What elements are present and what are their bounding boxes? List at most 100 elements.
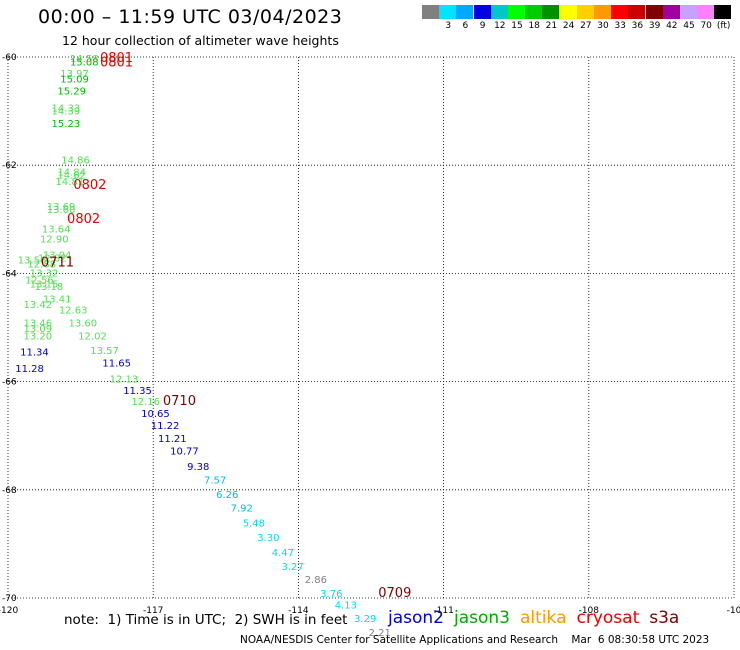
wave-height-label: 6.26 — [216, 490, 238, 501]
wave-height-label: 14.84 — [57, 167, 86, 178]
wave-height-label: 12.88 — [27, 259, 56, 270]
scale-swatch — [559, 5, 577, 19]
scale-swatch — [697, 5, 715, 19]
scale-swatch — [645, 5, 663, 19]
scale-swatch — [422, 5, 439, 19]
scale-swatch — [611, 5, 629, 19]
wave-height-label: 13.15 — [30, 279, 59, 290]
wave-height-label: 13.56 — [18, 256, 47, 267]
wave-height-label: 13.42 — [23, 300, 52, 311]
wave-height-label: 4.13 — [335, 600, 357, 611]
wave-height-label: 12.56 — [25, 276, 54, 287]
wave-height-label: 13.46 — [23, 318, 52, 329]
lon-tick-label: -108 — [579, 606, 600, 616]
pass-time-label: 0802 — [73, 178, 106, 193]
wave-height-label: 13.97 — [60, 69, 89, 80]
wave-height-label: 12.82 — [38, 253, 67, 264]
scale-swatch — [439, 5, 457, 19]
scale-label: 45 — [683, 21, 695, 31]
wave-height-label: 13.18 — [35, 282, 64, 293]
pass-time-label: 0801 — [100, 56, 133, 71]
wave-height-label: 13.41 — [43, 295, 72, 306]
lat-tick-label: -70 — [2, 594, 17, 604]
satellite-legend: jason2 jason3 altika cryosat s3a — [388, 608, 689, 628]
wave-height-label: 12.02 — [78, 331, 107, 342]
map-grid — [7, 56, 735, 599]
wave-height-label: 13.20 — [23, 331, 52, 342]
wave-height-label: 11.28 — [15, 364, 44, 375]
wave-height-label: 13.69 — [47, 202, 76, 213]
scale-label: 33 — [614, 21, 626, 31]
lat-tick-label: -66 — [2, 378, 17, 388]
pass-time-label: 0802 — [67, 212, 100, 227]
credit-line: NOAA/NESDIS Center for Satellite Applica… — [240, 634, 710, 646]
wave-height-label: 13.60 — [47, 205, 76, 216]
wave-height-label: 3.30 — [257, 533, 279, 544]
wave-height-label: 7.92 — [231, 503, 253, 514]
scale-swatch — [456, 5, 474, 19]
scale-swatch — [490, 5, 508, 19]
wave-height-label: 13.32 — [30, 269, 59, 280]
wave-height-label: 15.29 — [57, 86, 86, 97]
scale-swatch — [508, 5, 525, 19]
chart-subtitle: 12 hour collection of altimeter wave hei… — [62, 33, 339, 48]
wave-height-label: 3.27 — [281, 562, 303, 573]
scale-label: 27 — [580, 21, 592, 31]
pass-time-label: 0711 — [41, 255, 74, 270]
wave-height-label: 14.33 — [52, 104, 81, 115]
pass-time-label: 0710 — [163, 394, 196, 409]
wave-height-label: 15.08 — [70, 58, 99, 69]
wave-height-label: 13.60 — [69, 318, 98, 329]
wave-height-label: 9.38 — [187, 462, 209, 473]
wave-height-label: 12.90 — [40, 235, 69, 246]
scale-swatch — [576, 5, 594, 19]
wave-height-label: 11.34 — [20, 348, 49, 359]
footnote: note: 1) Time is in UTC; 2) SWH is in fe… — [64, 612, 348, 628]
wave-height-label: 2.86 — [305, 575, 327, 586]
lat-tick-label: -62 — [2, 161, 17, 171]
scale-swatch — [525, 5, 543, 19]
wave-height-label: 3.76 — [320, 589, 342, 600]
scale-label: 70 — [700, 21, 712, 31]
lon-tick-label: -10 — [727, 606, 740, 616]
scale-label: 12 — [494, 21, 506, 31]
chart-title: 00:00 – 11:59 UTC 03/04/2023 — [38, 6, 343, 28]
wave-height-label: 10.65 — [141, 409, 170, 420]
wave-height-label: 14.86 — [61, 156, 90, 167]
wave-height-label: 14.39 — [52, 106, 81, 117]
scale-unit: (ft) — [716, 21, 731, 31]
wave-height-label: 15.23 — [52, 119, 81, 130]
wave-height-label: 13.09 — [23, 324, 52, 335]
wave-height-label: 14.81 — [55, 177, 84, 188]
pass-time-label: 0709 — [378, 586, 411, 601]
scale-swatch — [680, 5, 697, 19]
wave-height-label: 12.63 — [59, 305, 88, 316]
wave-height-label: 11.21 — [158, 434, 187, 445]
wave-height-label: 5.48 — [243, 519, 265, 530]
wave-height-label: 7.57 — [204, 475, 226, 486]
scale-swatch — [473, 5, 491, 19]
scale-label: 24 — [562, 21, 575, 31]
scale-label: 9 — [479, 21, 486, 31]
scale-swatch — [714, 5, 732, 19]
scale-label: 36 — [631, 21, 644, 31]
wave-height-label: 14.62 — [57, 171, 86, 182]
scale-label: 39 — [648, 21, 661, 31]
satellite-jason3: jason3 — [454, 608, 510, 628]
scale-label: 30 — [597, 21, 609, 31]
wave-height-label: 3.29 — [354, 614, 376, 625]
wave-height-label: 11.22 — [151, 421, 180, 432]
scale-label: 21 — [545, 21, 558, 31]
pass-time-label: 0801 — [100, 51, 133, 66]
scale-label: 3 — [445, 21, 452, 31]
satellite-cryosat: cryosat — [576, 608, 640, 628]
wave-height-label: 13.04 — [43, 250, 72, 261]
wave-height-label: 14.58 — [70, 54, 99, 65]
scale-swatch — [542, 5, 560, 19]
wave-height-label: 13.57 — [90, 346, 119, 357]
satellite-altika: altika — [520, 608, 567, 628]
scale-swatch — [662, 5, 680, 19]
